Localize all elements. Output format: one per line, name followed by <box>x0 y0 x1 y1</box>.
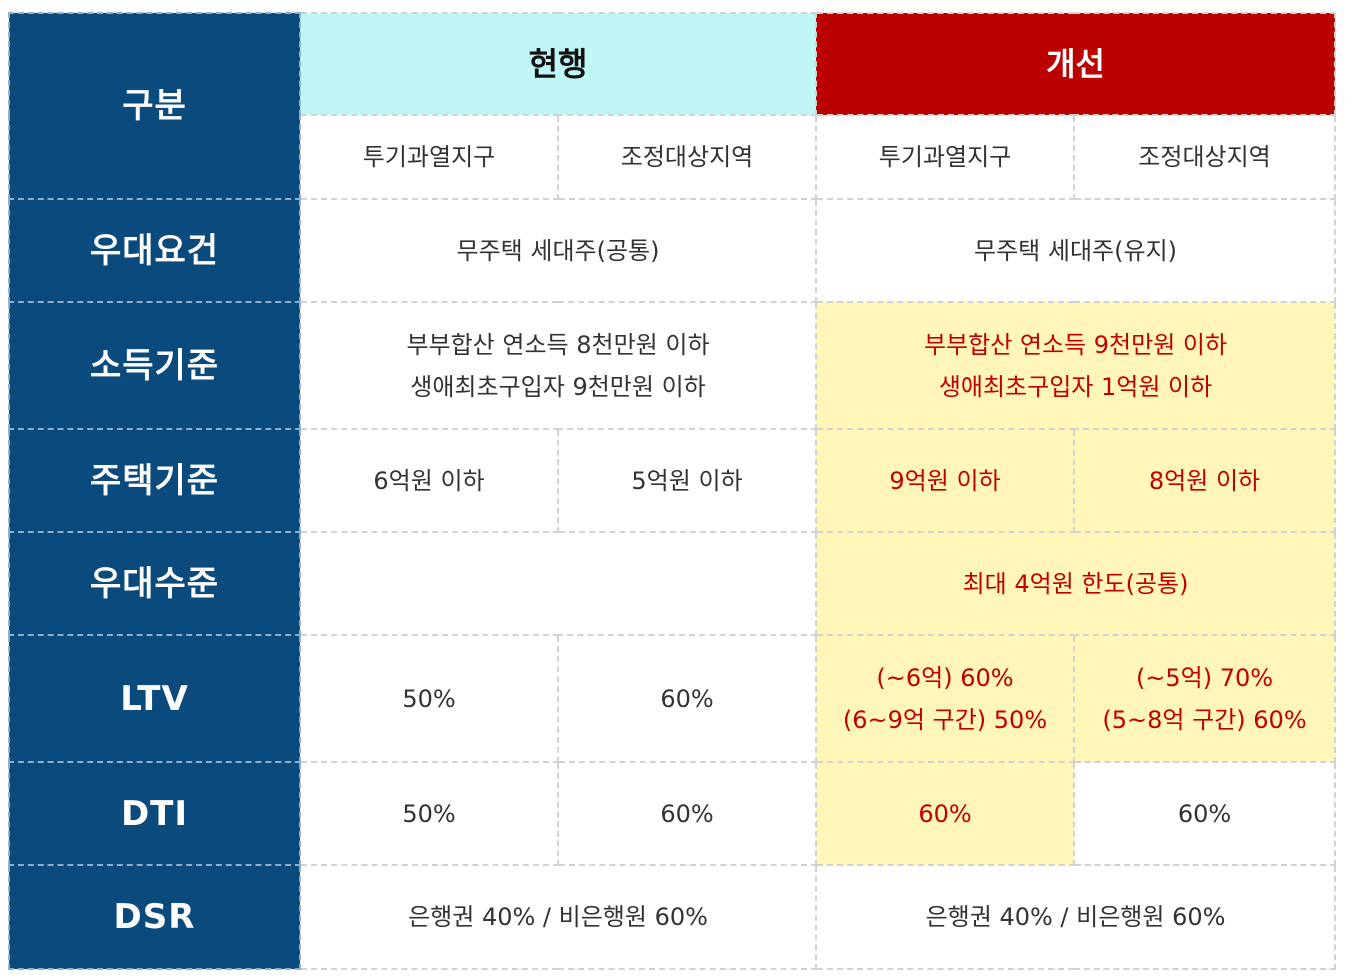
dti-improved-speculative: 60% <box>815 761 1076 866</box>
income-improved-line-2: 생애최초구입자 1억원 이하 <box>938 372 1213 401</box>
comparison-table-wrapper: 구분 현행 개선 투기과열지구 조정대상지역 투기과열지구 조정대상지역 우대요… <box>8 12 1337 970</box>
ltv-improved-adjusted: (~5억) 70% (5~8억 구간) 60% <box>1073 634 1337 763</box>
house-current-adjusted: 5억원 이하 <box>556 428 818 533</box>
dti-current-speculative: 50% <box>299 761 559 866</box>
benefit-label: 우대수준 <box>8 531 301 636</box>
dsr-improved: 은행권 40% / 비은행원 60% <box>815 864 1337 970</box>
house-improved-speculative: 9억원 이하 <box>815 428 1076 533</box>
eligibility-current: 무주택 세대주(공통) <box>298 198 818 303</box>
ltv-current-speculative: 50% <box>299 634 559 763</box>
category-header: 구분 <box>8 12 301 200</box>
dti-label: DTI <box>8 761 301 866</box>
income-current: 부부합산 연소득 8천만원 이하 생애최초구입자 9천만원 이하 <box>298 301 818 430</box>
improved-speculative-zone: 투기과열지구 <box>815 114 1076 200</box>
eligibility-label: 우대요건 <box>8 198 301 303</box>
ltv-improved-adjusted-line-2: (5~8억 구간) 60% <box>1102 705 1307 734</box>
current-policy-header: 현행 <box>298 12 818 116</box>
improved-adjusted-zone: 조정대상지역 <box>1073 114 1337 200</box>
income-improved: 부부합산 연소득 9천만원 이하 생애최초구입자 1억원 이하 <box>815 301 1337 430</box>
income-current-line-2: 생애최초구입자 9천만원 이하 <box>410 372 706 401</box>
income-current-line-1: 부부합산 연소득 8천만원 이하 <box>406 330 710 359</box>
benefit-improved: 최대 4억원 한도(공통) <box>815 531 1337 636</box>
dsr-label: DSR <box>8 864 301 970</box>
eligibility-improved: 무주택 세대주(유지) <box>815 198 1337 303</box>
house-current-speculative: 6억원 이하 <box>299 428 559 533</box>
income-label: 소득기준 <box>8 301 301 430</box>
dti-improved-adjusted: 60% <box>1073 761 1337 866</box>
income-improved-line-1: 부부합산 연소득 9천만원 이하 <box>923 330 1228 359</box>
ltv-label: LTV <box>8 634 301 763</box>
house-label: 주택기준 <box>8 428 301 533</box>
benefit-current <box>298 531 818 636</box>
ltv-improved-speculative-line-1: (~6억) 60% <box>876 663 1014 692</box>
ltv-improved-speculative-line-2: (6~9억 구간) 50% <box>842 705 1048 734</box>
ltv-improved-speculative: (~6억) 60% (6~9억 구간) 50% <box>815 634 1076 763</box>
ltv-current-adjusted: 60% <box>556 634 818 763</box>
improved-policy-header: 개선 <box>815 12 1337 116</box>
dti-current-adjusted: 60% <box>556 761 818 866</box>
dsr-current: 은행권 40% / 비은행원 60% <box>298 864 818 970</box>
current-adjusted-zone: 조정대상지역 <box>556 114 818 200</box>
current-speculative-zone: 투기과열지구 <box>299 114 559 200</box>
house-improved-adjusted: 8억원 이하 <box>1073 428 1337 533</box>
loan-policy-comparison-table: 구분 현행 개선 투기과열지구 조정대상지역 투기과열지구 조정대상지역 우대요… <box>8 12 1337 970</box>
ltv-improved-adjusted-line-1: (~5억) 70% <box>1135 663 1274 692</box>
